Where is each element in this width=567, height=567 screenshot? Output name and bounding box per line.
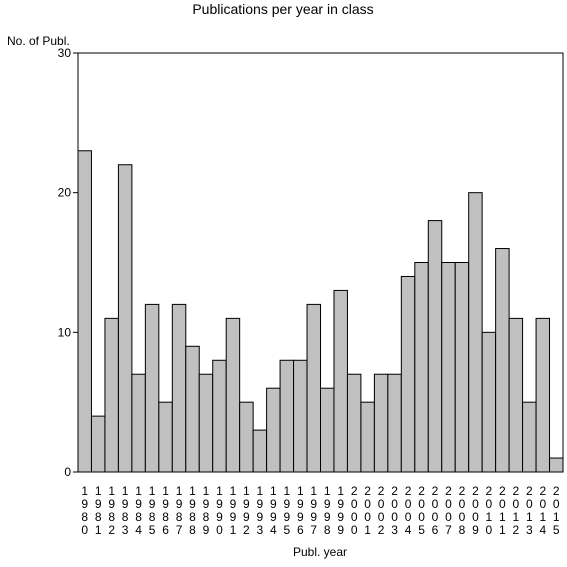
plot-frame — [77, 52, 564, 473]
bar-1992 — [239, 401, 254, 473]
bar-1998 — [320, 387, 335, 473]
bar-2009 — [468, 192, 483, 473]
bar-1988 — [185, 345, 200, 473]
bar-1981 — [90, 415, 106, 473]
y-axis: 0 10 20 30 — [58, 46, 78, 479]
x-axis-label: Publ. year — [293, 545, 347, 559]
bar-2011 — [495, 248, 510, 473]
bar-2013 — [522, 401, 537, 473]
bar-1993 — [252, 429, 268, 473]
bar-1989 — [198, 373, 214, 473]
bar-1980 — [77, 150, 92, 473]
bars-layer — [77, 150, 564, 473]
bar-2002 — [373, 373, 389, 473]
bar-1983 — [117, 164, 133, 473]
bar-1991 — [225, 317, 241, 473]
chart-title: Publications per year in class — [192, 1, 373, 17]
bar-1987 — [171, 303, 187, 473]
y-tick-label: 30 — [58, 46, 72, 60]
y-tick-label: 10 — [58, 325, 72, 339]
bar-2005 — [414, 262, 429, 473]
bar-1999 — [333, 289, 348, 473]
bar-1985 — [144, 303, 160, 473]
bar-2004 — [400, 275, 416, 473]
bar-1990 — [212, 359, 227, 473]
bar-2000 — [346, 373, 362, 473]
bar-2001 — [360, 401, 375, 473]
bar-2006 — [427, 220, 443, 473]
bar-2014 — [535, 317, 551, 473]
x-axis: 1 9 8 0 1 9 8 1 1 9 8 2 1 9 8 3 1 9 8 4 1 9 8 5 1 9 8 6 1 9 8 7 1 9 8 8 1 9 8 9… — [81, 484, 560, 537]
bar-2007 — [441, 262, 456, 473]
y-tick-label: 0 — [64, 465, 71, 479]
bar-1997 — [306, 303, 321, 473]
y-axis-label: No. of Publ. — [7, 34, 70, 48]
bar-2003 — [387, 373, 402, 473]
bar-1995 — [279, 359, 295, 473]
bar-1996 — [293, 359, 308, 473]
bar-1986 — [158, 401, 173, 473]
bar-1984 — [131, 373, 146, 473]
y-tick-label: 20 — [58, 186, 72, 200]
bar-2015 — [549, 457, 564, 473]
bar-2010 — [481, 331, 497, 473]
bar-2012 — [508, 317, 524, 473]
bar-1982 — [104, 317, 119, 473]
bar-2008 — [454, 262, 470, 473]
bar-1994 — [266, 387, 281, 473]
